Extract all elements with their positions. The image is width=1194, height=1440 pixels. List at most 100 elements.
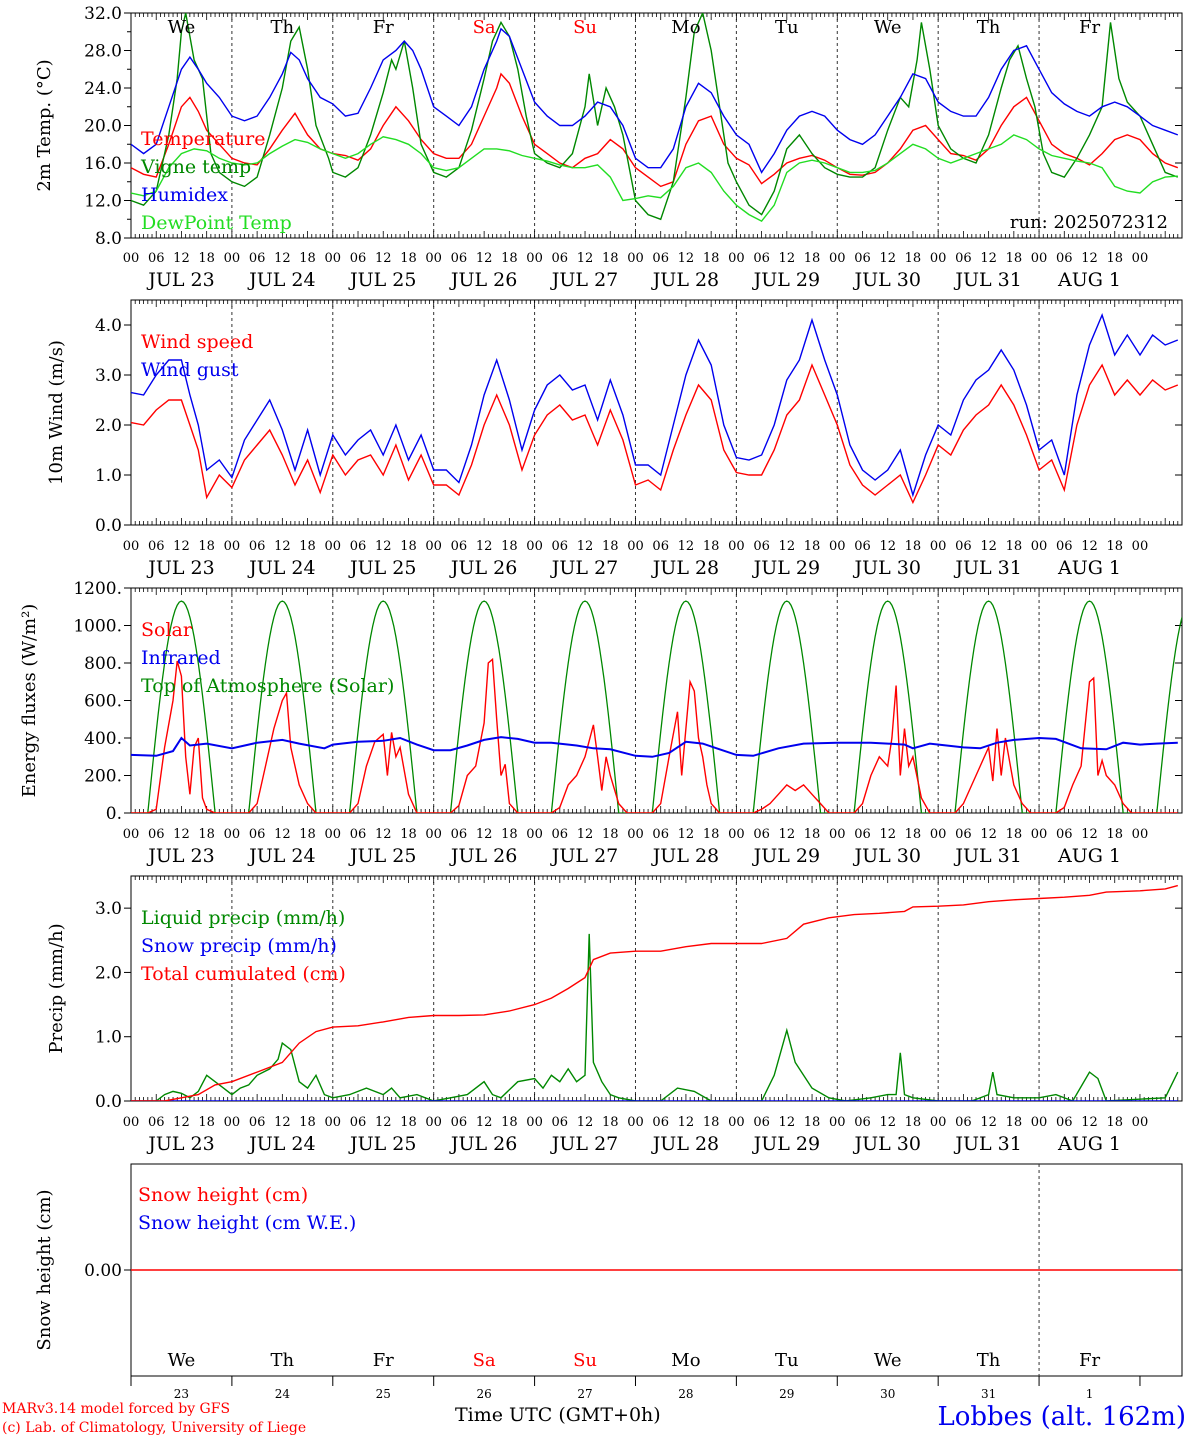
hour-tick-label: 18 [299,539,316,554]
hour-tick-label: 12 [980,1115,997,1130]
date-label: JUL 23 [146,1133,214,1155]
hour-tick-label: 06 [753,1115,770,1130]
hour-tick-label: 06 [854,827,871,842]
hour-tick-label: 12 [274,827,291,842]
date-label: JUL 31 [953,557,1021,579]
hour-tick-label: 18 [703,251,720,266]
y-tick-label: 4.0 [95,316,122,336]
y-tick-label: 2.0 [95,416,122,436]
hour-tick-label: 00 [930,539,947,554]
hour-tick-label: 00 [224,539,241,554]
weekday-label: Tu [775,1350,799,1371]
hour-tick-label: 00 [1031,251,1048,266]
hour-tick-label: 00 [829,1115,846,1130]
date-label: JUL 31 [953,1133,1021,1155]
hour-tick-label: 12 [678,827,695,842]
hour-tick-label: 12 [476,827,493,842]
weekday-label: We [874,17,902,38]
hour-tick-label: 18 [905,539,922,554]
date-label: JUL 27 [550,1133,618,1155]
hour-tick-label: 12 [980,827,997,842]
hour-tick-label: 00 [829,539,846,554]
hour-tick-label: 18 [400,827,417,842]
date-label: JUL 30 [852,557,920,579]
y-tick-label: 600. [84,692,122,712]
y-tick-label: 800. [84,654,122,674]
y-tick-label: 8.0 [95,229,122,249]
hour-tick-label: 18 [703,1115,720,1130]
hour-tick-label: 18 [299,1115,316,1130]
run-label: run: 2025072312 [1010,212,1168,233]
date-number-label: 24 [275,1387,291,1401]
hour-tick-label: 00 [425,827,442,842]
model-credit: MARv3.14 model forced by GFS [2,1401,231,1417]
date-number-label: 1 [1086,1387,1094,1401]
hour-tick-label: 12 [678,539,695,554]
station-name: Lobbes (alt. 162m) [937,1402,1186,1432]
wind-plot-area [131,312,1179,505]
hour-tick-label: 06 [148,251,165,266]
y-tick-label: 1200. [73,579,122,599]
hour-tick-label: 06 [1056,1115,1073,1130]
hour-tick-label: 06 [1056,539,1073,554]
y-tick-label: 0. [106,804,122,824]
hour-tick-label: 00 [123,251,140,266]
hour-tick-label: 00 [728,251,745,266]
hour-tick-label: 12 [577,539,594,554]
y-axis-label: 10m Wind (m/s) [46,340,67,485]
hour-tick-label: 18 [1106,1115,1123,1130]
hour-tick-label: 12 [879,1115,896,1130]
date-label: JUL 23 [146,269,214,291]
series-line-dewpoint-temp [131,134,1178,222]
hour-tick-label: 06 [552,827,569,842]
date-label: JUL 31 [953,269,1021,291]
hour-tick-label: 18 [1006,539,1023,554]
hour-tick-label: 12 [375,539,392,554]
hour-tick-label: 12 [577,251,594,266]
legend-entry: Temperature [141,128,265,150]
hour-tick-label: 18 [703,539,720,554]
hour-tick-label: 12 [779,539,796,554]
energy-panel: 00 06 12 18 00 06 12 18 00 06 12 18 00 06 12 18 00 06 12 18… [19,579,1183,867]
hour-tick-label: 00 [829,827,846,842]
y-tick-label: 24.0 [84,79,122,99]
date-label: JUL 25 [348,845,416,867]
hour-tick-label: 06 [451,539,468,554]
date-label: JUL 25 [348,557,416,579]
weekday-label: Mo [671,17,700,38]
wind-panel: 00 06 12 18 00 06 12 18 00 06 12 18 00 06 12 18 00 06 12 18… [46,299,1183,579]
hour-tick-label: 00 [224,827,241,842]
hour-tick-label: 06 [552,251,569,266]
hour-tick-label: 12 [375,1115,392,1130]
hour-tick-label: 06 [1056,827,1073,842]
y-axis-label: Precip (mm/h) [46,923,67,1053]
hour-tick-label: 06 [249,827,266,842]
date-label: AUG 1 [1057,269,1121,291]
hour-tick-label: 18 [501,827,518,842]
legend-entry: Vigne temp [140,156,251,178]
hour-tick-label: 18 [198,251,215,266]
hour-tick-label: 18 [703,827,720,842]
series-line-solar [131,657,1178,813]
hour-tick-label: 06 [955,827,972,842]
weekday-label: Tu [775,17,799,38]
hour-tick-label: 06 [451,827,468,842]
weekday-label: Th [977,17,1001,38]
legend-entry: Humidex [141,184,228,206]
hour-tick-label: 18 [804,539,821,554]
date-label: JUL 24 [247,1133,315,1155]
hour-tick-label: 00 [1132,1115,1149,1130]
hour-tick-label: 00 [627,827,644,842]
hour-tick-label: 06 [652,827,669,842]
hour-tick-label: 00 [526,827,543,842]
hour-tick-label: 06 [955,251,972,266]
y-tick-label: 400. [84,729,122,749]
date-label: JUL 26 [449,1133,517,1155]
weekday-label: We [168,1350,196,1371]
hour-tick-label: 00 [930,827,947,842]
hour-tick-label: 18 [602,251,619,266]
hour-tick-label: 00 [1031,539,1048,554]
y-axis-label: 2m Temp. (°C) [34,59,55,191]
hour-tick-label: 00 [1031,1115,1048,1130]
temperature-panel: 00 06 12 18 00 06 12 18 00 06 12 18 00 06 12 18 00 06 12 18… [34,4,1183,291]
